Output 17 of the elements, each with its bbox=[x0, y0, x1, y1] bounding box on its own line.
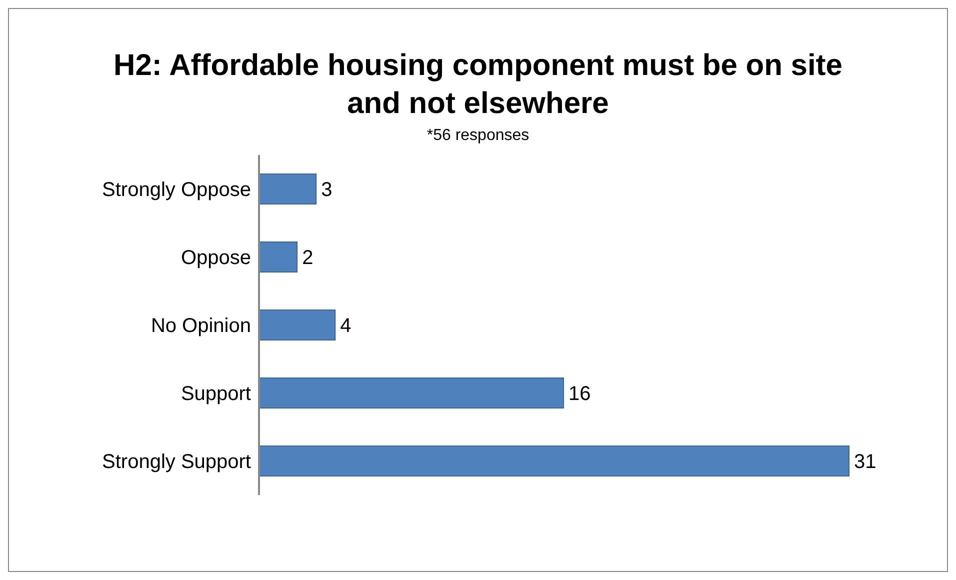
bar bbox=[258, 242, 298, 273]
y-tick-label: Strongly Support bbox=[102, 451, 252, 474]
y-tick-label: Strongly Oppose bbox=[102, 179, 251, 202]
bar bbox=[258, 378, 564, 409]
data-label: 31 bbox=[854, 451, 876, 474]
y-tick-label: Oppose bbox=[180, 247, 251, 270]
chart-title: H2: Affordable housing component must be on site and not elsewhere bbox=[112, 48, 844, 122]
bar bbox=[258, 174, 317, 205]
y-tick-label: Support bbox=[180, 383, 252, 406]
data-label: 2 bbox=[302, 247, 314, 270]
y-tick-label: No Opinion bbox=[150, 315, 251, 338]
chart-subtitle: *56 responses bbox=[426, 127, 530, 145]
data-label: 16 bbox=[568, 383, 591, 406]
data-label: 4 bbox=[340, 315, 352, 338]
data-label: 3 bbox=[321, 179, 332, 202]
bar bbox=[258, 310, 336, 341]
bar bbox=[258, 446, 850, 477]
